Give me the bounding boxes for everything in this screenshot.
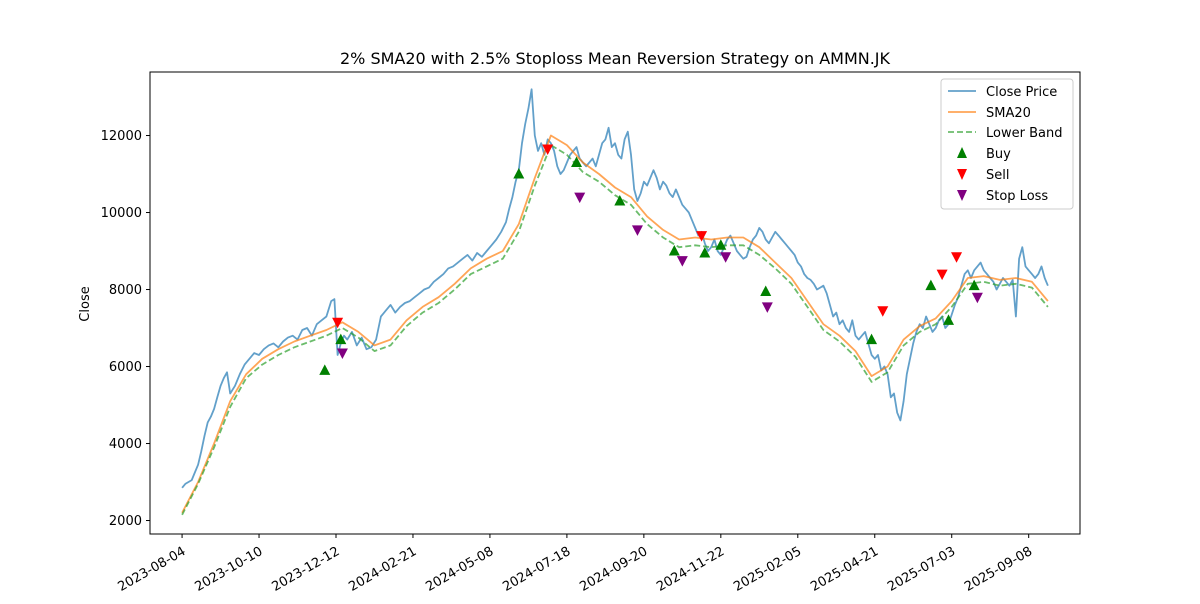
- marker-sell-4: [936, 269, 948, 281]
- marker-sell-2: [696, 231, 708, 242]
- marker-buy-3: [571, 156, 583, 167]
- y-axis-label: Close: [78, 286, 93, 321]
- legend-label-buy: Buy: [986, 147, 1011, 162]
- x-tick-label-2024-05-08: 2024-05-08: [423, 544, 496, 595]
- series-line-lower-band: [181, 144, 1049, 516]
- marker-buy-11: [943, 314, 955, 325]
- x-tick-label-2024-07-18: 2024-07-18: [500, 544, 573, 595]
- marker-stop-loss-0: [336, 348, 348, 360]
- marker-buy-0: [319, 364, 331, 375]
- legend-label-lower-band: Lower Band: [986, 126, 1062, 141]
- legend-swatch-sell: [957, 169, 967, 180]
- marker-buy-8: [760, 285, 772, 296]
- x-tick-label-2023-10-10: 2023-10-10: [192, 544, 265, 595]
- legend-label-sma20: SMA20: [986, 106, 1031, 121]
- marker-sell-5: [951, 252, 963, 263]
- legend-swatch-buy: [957, 147, 967, 158]
- legend-swatch-stop-loss: [957, 190, 967, 201]
- x-tick-label-2025-04-21: 2025-04-21: [808, 544, 881, 595]
- marker-buy-12: [968, 279, 980, 291]
- y-tick-label-4000: 4000: [109, 437, 142, 452]
- marker-buy-4: [614, 194, 626, 206]
- x-tick-label-2025-02-05: 2025-02-05: [731, 544, 804, 595]
- plot-layer: [181, 88, 1049, 516]
- x-tick-label-2024-09-20: 2024-09-20: [577, 544, 650, 595]
- marker-buy-1: [335, 333, 347, 345]
- series-line-close-price: [181, 88, 1049, 489]
- x-tick-label-2025-09-08: 2025-09-08: [962, 544, 1035, 595]
- x-tick-label-2023-12-12: 2023-12-12: [269, 544, 342, 595]
- legend-label-stop-loss: Stop Loss: [986, 189, 1048, 204]
- y-tick-label-12000: 12000: [101, 129, 142, 144]
- marker-sell-3: [877, 306, 889, 317]
- marker-sell-1: [542, 144, 554, 155]
- x-tick-label-2024-11-22: 2024-11-22: [654, 544, 727, 595]
- y-tick-label-6000: 6000: [109, 360, 142, 375]
- marker-stop-loss-3: [676, 256, 688, 267]
- legend-label-close-price: Close Price: [986, 85, 1057, 100]
- marker-buy-7: [715, 239, 727, 250]
- series-line-sma20: [181, 134, 1049, 514]
- plot-frame: [149, 71, 1081, 535]
- marker-stop-loss-6: [971, 292, 983, 304]
- marker-buy-2: [513, 168, 525, 179]
- x-tick-label-2023-08-04: 2023-08-04: [116, 544, 189, 595]
- legend: Close Price SMA20 Lower Band Buy Sell St…: [940, 78, 1074, 210]
- marker-stop-loss-1: [574, 192, 586, 204]
- marker-stop-loss-2: [631, 225, 643, 236]
- x-tick-label-2024-02-21: 2024-02-21: [346, 544, 419, 595]
- marker-stop-loss-5: [761, 302, 773, 313]
- marker-buy-5: [668, 245, 680, 256]
- marker-stop-loss-4: [720, 252, 732, 263]
- y-tick-label-8000: 8000: [109, 283, 142, 298]
- x-tick-label-2025-07-03: 2025-07-03: [885, 544, 958, 595]
- marker-buy-10: [925, 279, 937, 291]
- y-tick-label-10000: 10000: [101, 206, 142, 221]
- marker-sell-0: [332, 317, 344, 329]
- chart-title: 2% SMA20 with 2.5% Stoploss Mean Reversi…: [340, 49, 891, 68]
- y-tick-label-2000: 2000: [109, 514, 142, 529]
- marker-buy-6: [699, 246, 711, 258]
- marker-buy-9: [866, 333, 878, 345]
- legend-label-sell: Sell: [986, 168, 1009, 183]
